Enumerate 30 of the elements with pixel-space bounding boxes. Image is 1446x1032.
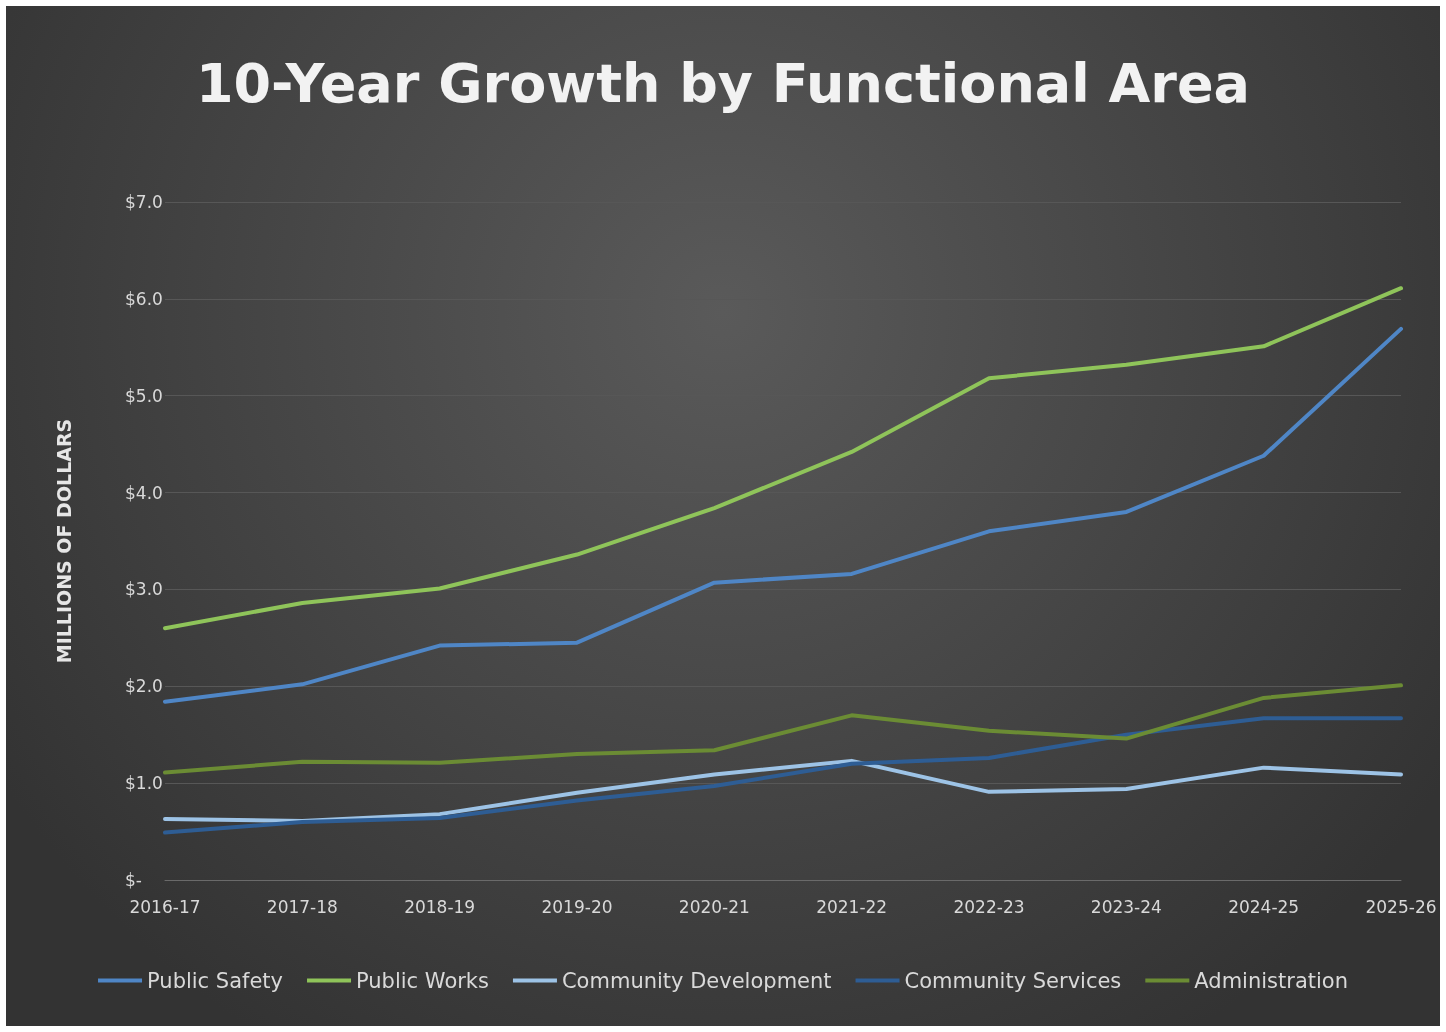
x-tick-label: 2023-24 bbox=[1090, 896, 1162, 917]
y-tick-label: $6.0 bbox=[125, 288, 163, 309]
y-tick-label: $1.0 bbox=[125, 773, 163, 794]
line-series bbox=[163, 326, 1403, 704]
x-tick-label: 2025-26 bbox=[1365, 896, 1437, 917]
line-series bbox=[163, 683, 1403, 775]
x-tick-label: 2019-20 bbox=[541, 896, 613, 917]
y-tick-label: $- bbox=[125, 870, 142, 890]
legend-label: Public Works bbox=[356, 968, 489, 993]
y-tick-label: $5.0 bbox=[125, 385, 163, 406]
x-tick-label: 2022-23 bbox=[953, 896, 1025, 917]
y-tick-label: $7.0 bbox=[125, 192, 163, 212]
y-tick-label: $4.0 bbox=[125, 482, 163, 503]
x-tick-label: 2021-22 bbox=[816, 896, 888, 917]
x-tick-label: 2016-17 bbox=[129, 896, 201, 917]
x-tick-label: 2024-25 bbox=[1228, 896, 1300, 917]
legend-label: Public Safety bbox=[147, 968, 284, 993]
y-tick-label: $2.0 bbox=[125, 676, 163, 697]
line-series bbox=[163, 758, 1403, 823]
y-tick-label: $3.0 bbox=[125, 579, 163, 600]
legend-label: Community Services bbox=[904, 968, 1122, 993]
line-series bbox=[163, 286, 1403, 631]
legend-label: Community Development bbox=[561, 968, 832, 993]
y-axis-title: MILLIONS OF DOLLARS bbox=[52, 418, 75, 664]
legend-label: Administration bbox=[1194, 968, 1348, 993]
line-series bbox=[163, 716, 1403, 835]
chart-title: 10-Year Growth by Functional Area bbox=[195, 51, 1251, 115]
x-tick-label: 2017-18 bbox=[266, 896, 338, 917]
x-tick-label: 2018-19 bbox=[404, 896, 476, 917]
x-tick-label: 2020-21 bbox=[678, 896, 750, 917]
